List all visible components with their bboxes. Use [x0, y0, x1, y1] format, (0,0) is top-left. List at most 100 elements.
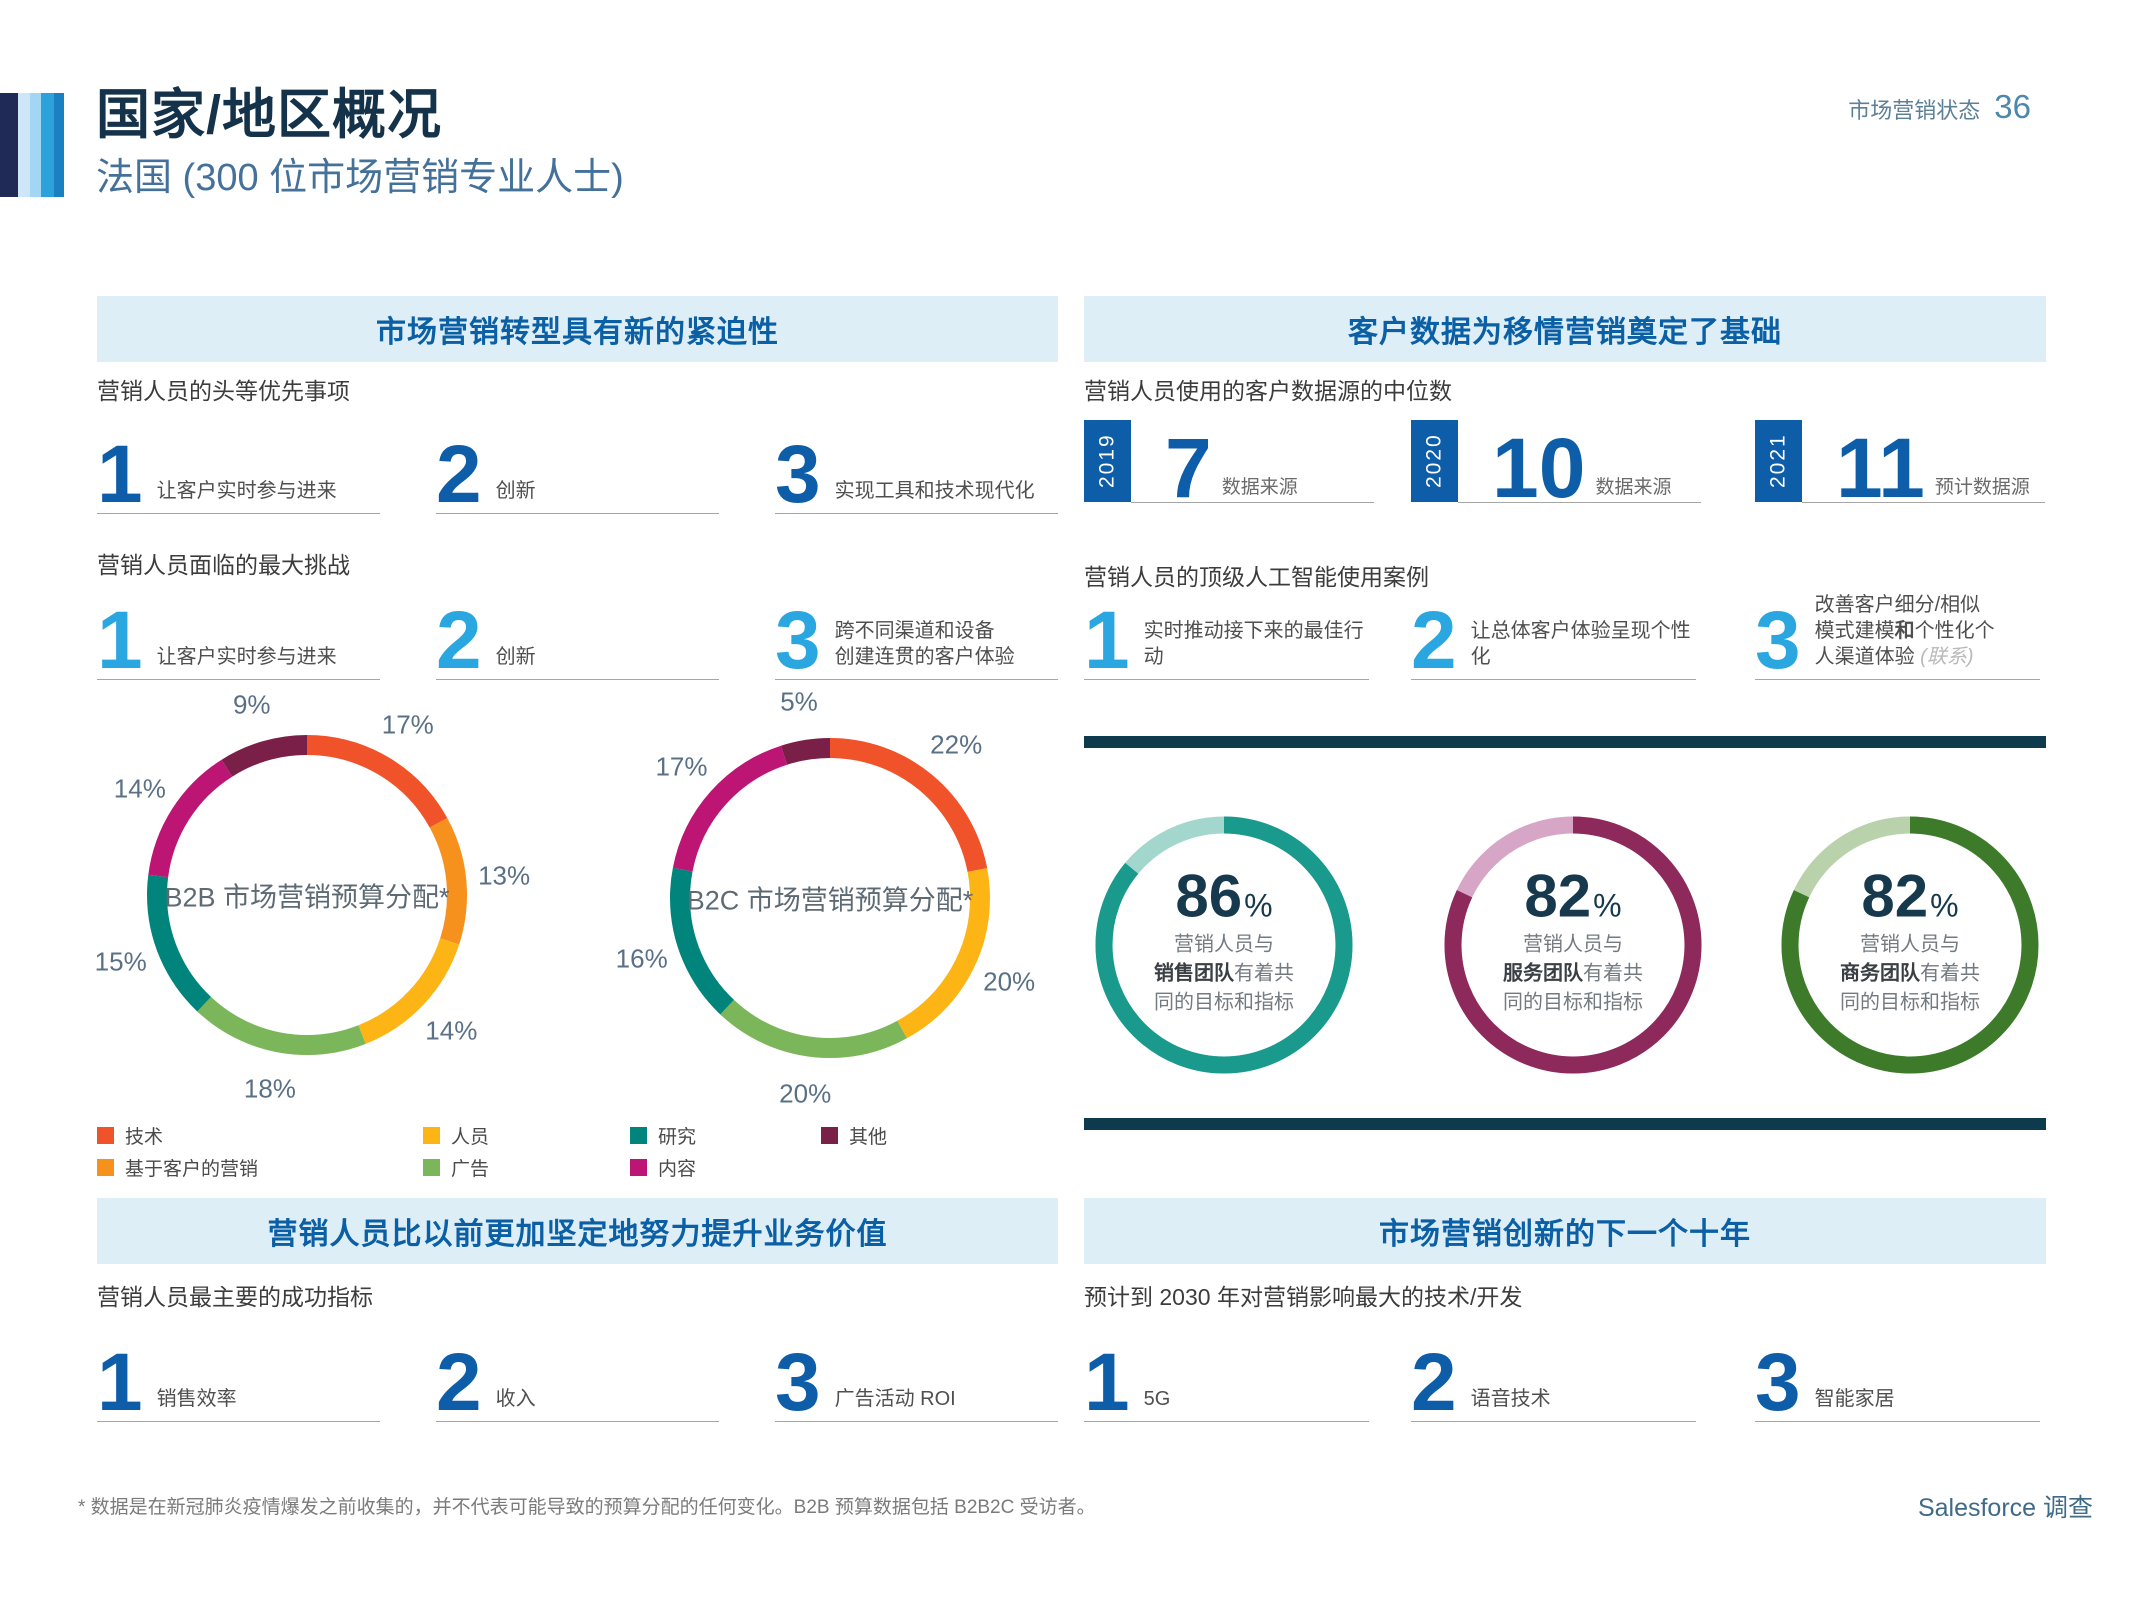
legend-label: 内容	[658, 1159, 697, 1180]
divider-bar-top	[1084, 736, 2046, 748]
slice-percent-label: 17%	[381, 709, 434, 740]
gauge-text: 82% 营销人员与 商务团队有着共 同的目标和指标	[1800, 866, 2020, 1017]
challenge-item-2: 2 创新	[436, 594, 719, 687]
rank-number: 3	[775, 1337, 821, 1429]
rank-number: 2	[436, 595, 482, 687]
legend-swatch	[423, 1159, 440, 1176]
stripe	[54, 93, 64, 197]
gauge-number: 86	[1175, 862, 1243, 930]
metric-item-1: 1 销售效率	[97, 1336, 380, 1424]
gauge-number: 82	[1861, 862, 1929, 930]
section-business-value: 营销人员比以前更加坚定地努力提升业务价值 营销人员最主要的成功指标 1 销售效率…	[97, 1198, 1058, 1498]
legend-item-content: 内容	[630, 1154, 696, 1181]
legend-swatch	[423, 1127, 440, 1144]
group-label-metrics: 营销人员最主要的成功指标	[97, 1284, 373, 1310]
item-label: 5G	[1143, 1388, 1171, 1410]
rank-number: 3	[775, 595, 821, 687]
data-source-2019: 2019 7 数据来源	[1084, 420, 1374, 516]
group-label-ai-cases: 营销人员的顶级人工智能使用案例	[1084, 564, 1429, 590]
legend-label: 广告	[451, 1159, 490, 1180]
legend-label: 技术	[125, 1127, 164, 1148]
section-header: 市场营销转型具有新的紧迫性	[97, 296, 1058, 362]
slice-percent-label: 9%	[232, 689, 271, 720]
footnote: * 数据是在新冠肺炎疫情爆发之前收集的，并不代表可能导致的预算分配的任何变化。B…	[78, 1497, 1096, 1518]
sales-alignment-gauge: 86% 营销人员与销售团队有着共 同的目标和指标	[1084, 805, 1364, 1085]
legend-swatch	[821, 1127, 838, 1144]
brand-stripes-logo	[0, 93, 64, 197]
source-label: 预计数据源	[1934, 477, 2030, 498]
gauge-description: 营销人员与 商务团队有着共 同的目标和指标	[1800, 930, 2020, 1017]
legend-swatch	[630, 1127, 647, 1144]
report-name: 市场营销状态	[1848, 98, 1981, 123]
team-name: 销售团队	[1154, 962, 1234, 985]
rank-number: 3	[1755, 595, 1801, 687]
rank-number: 3	[775, 429, 821, 521]
ai-case-item-3: 3 改善客户细分/相似 模式建模和个性化个 人渠道体验 (联系)	[1755, 594, 2040, 687]
desc-line: 营销人员与	[1523, 933, 1623, 956]
item-label: 收入	[495, 1388, 536, 1410]
label-italic-part: (联系)	[1920, 646, 1974, 668]
desc-rest: 有着共 同的目标和指标	[1503, 962, 1643, 1014]
item-label: 创新	[495, 646, 536, 668]
item-label: 让客户实时参与进来	[156, 480, 337, 502]
group-label-priorities: 营销人员的头等优先事项	[97, 378, 350, 404]
desc-line: 营销人员与	[1174, 933, 1274, 956]
stripe	[30, 93, 41, 197]
legend-item-people: 人员	[423, 1122, 489, 1149]
donut-center-label: B2B 市场营销预算分配*	[164, 882, 450, 913]
item-label: 语音技术	[1470, 1388, 1551, 1410]
legend-swatch	[630, 1159, 647, 1176]
item-label: 让客户实时参与进来	[156, 646, 337, 668]
label-bold-part: 和	[1894, 620, 1915, 642]
rank-number: 2	[436, 429, 482, 521]
legend-item-research: 研究	[630, 1122, 696, 1149]
group-label-challenges: 营销人员面临的最大挑战	[97, 552, 350, 578]
source-label: 数据来源	[1595, 477, 1672, 498]
rank-number: 1	[1084, 595, 1130, 687]
legend-item-tech: 技术	[97, 1122, 163, 1149]
label-part: 改善客户细分/相似 模式建模	[1814, 594, 1981, 642]
gauge-text: 82% 营销人员与 服务团队有着共 同的目标和指标	[1463, 866, 1683, 1017]
data-source-2020: 2020 10 数据来源	[1411, 420, 1701, 510]
data-source-2021: 2021 11 预计数据源	[1755, 420, 2045, 510]
year-tag: 2021	[1755, 420, 1802, 502]
item-label: 跨不同渠道和设备 创建连贯的客户体验	[834, 620, 1015, 668]
label-part: 个性化个 人渠道体验	[1814, 620, 1995, 668]
group-label-technologies: 预计到 2030 年对营销影响最大的技术/开发	[1084, 1284, 1523, 1310]
gauge-description: 营销人员与服务团队有着共 同的目标和指标	[1463, 930, 1683, 1017]
section-title: 市场营销创新的下一个十年	[1379, 1218, 1751, 1251]
slice-percent-label: 13%	[478, 860, 531, 891]
section-header: 营销人员比以前更加坚定地努力提升业务价值	[97, 1198, 1058, 1264]
tech-item-1: 1 5G	[1084, 1336, 1369, 1424]
desc-rest: 有着共 同的目标和指标	[1840, 962, 1980, 1014]
desc-rest: 有着共 同的目标和指标	[1154, 962, 1294, 1014]
percent-sign: %	[1930, 887, 1959, 924]
legend-item-abm: 基于客户的营销	[97, 1154, 258, 1181]
legend-label: 其他	[849, 1127, 888, 1148]
desc-line: 营销人员与	[1860, 933, 1960, 956]
section-transformation: 市场营销转型具有新的紧迫性 营销人员的头等优先事项 1 让客户实时参与进来 2 …	[95, 296, 1058, 1196]
page-number: 36	[1994, 88, 2031, 125]
underline	[1802, 502, 2045, 503]
percent-sign: %	[1593, 887, 1622, 924]
priority-item-2: 2 创新	[436, 428, 719, 521]
metric-item-3: 3 广告活动 ROI	[775, 1336, 1058, 1429]
tech-item-2: 2 语音技术	[1411, 1336, 1696, 1424]
rank-number: 1	[97, 429, 143, 521]
donut-center-label: B2C 市场营销预算分配*	[686, 885, 974, 916]
legend-swatch	[97, 1127, 114, 1144]
section-title: 市场营销转型具有新的紧迫性	[376, 316, 779, 349]
ai-case-item-1: 1 实时推动接下来的最佳行动	[1084, 594, 1369, 687]
challenge-item-1: 1 让客户实时参与进来	[97, 594, 380, 682]
page-title: 国家/地区概况	[96, 85, 443, 145]
slice-percent-label: 17%	[655, 751, 708, 782]
year-tag: 2019	[1084, 420, 1131, 502]
section-header: 客户数据为移情营销奠定了基础	[1084, 296, 2046, 362]
source-count: 7	[1165, 421, 1212, 516]
commerce-alignment-gauge: 82% 营销人员与 商务团队有着共 同的目标和指标	[1770, 805, 2050, 1085]
item-label: 广告活动 ROI	[834, 1388, 956, 1410]
team-name: 服务团队	[1503, 962, 1583, 985]
gauge-value: 86%	[1114, 866, 1334, 926]
metric-item-2: 2 收入	[436, 1336, 719, 1424]
